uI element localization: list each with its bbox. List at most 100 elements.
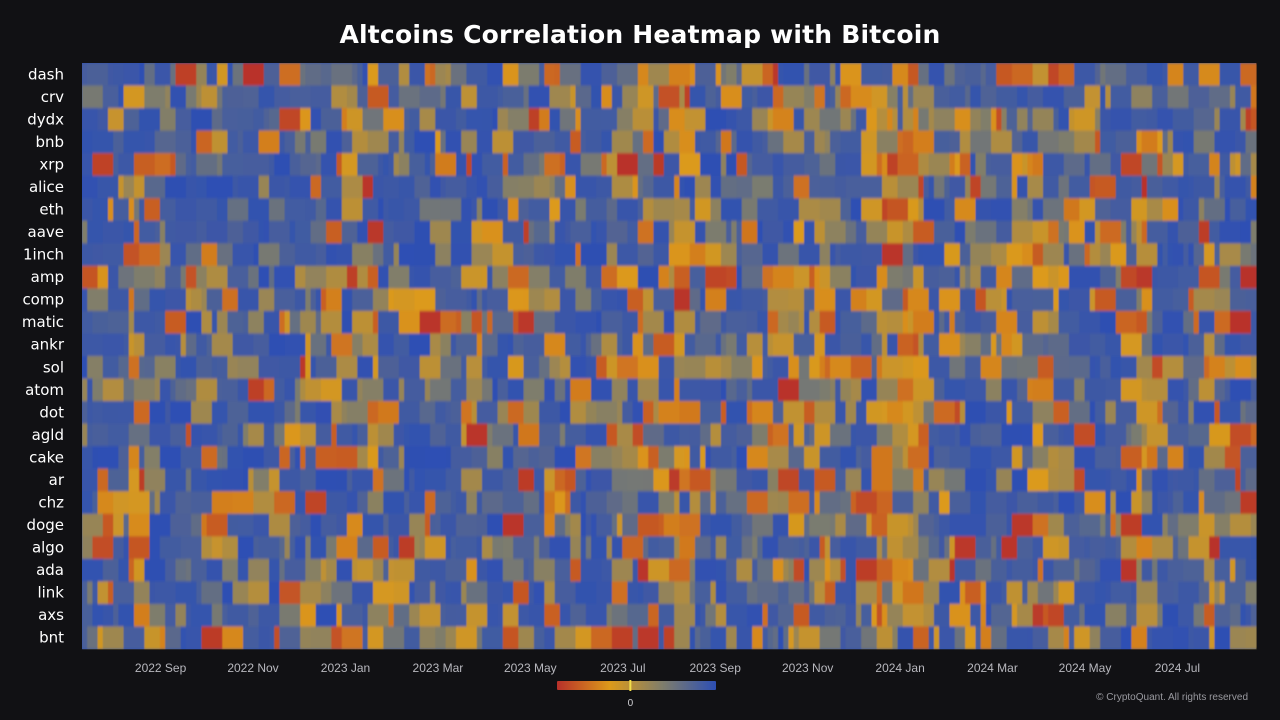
heatmap-cell <box>580 243 587 267</box>
heatmap-cell <box>461 85 478 109</box>
heatmap-cell <box>102 356 119 379</box>
heatmap-cell <box>1214 243 1221 267</box>
heatmap-cell <box>466 491 478 515</box>
heatmap-cell <box>622 401 634 425</box>
heatmap-cell <box>876 108 888 132</box>
heatmap-cell <box>466 423 488 447</box>
heatmap-cell <box>1068 288 1091 312</box>
heatmap-cell <box>767 108 774 132</box>
heatmap-cell <box>201 85 218 109</box>
heatmap-cell <box>689 85 706 109</box>
heatmap-cell <box>736 333 748 357</box>
heatmap-cell <box>533 536 540 560</box>
heatmap-cell <box>107 198 114 222</box>
heatmap-cell <box>144 626 161 650</box>
heatmap-cell <box>565 513 571 537</box>
heatmap-cell <box>269 401 275 425</box>
heatmap-cell <box>965 378 987 402</box>
heatmap-cell <box>1058 265 1070 289</box>
heatmap-cell <box>840 108 852 132</box>
heatmap-cell <box>1209 356 1226 379</box>
x-tick-label: 2022 Nov <box>227 661 278 675</box>
heatmap-cell <box>133 220 140 244</box>
heatmap-cell <box>1011 198 1029 222</box>
heatmap-cell <box>752 423 769 447</box>
heatmap-cell <box>669 265 675 289</box>
heatmap-cell <box>289 220 296 244</box>
heatmap-cell <box>326 536 338 560</box>
heatmap-cell <box>1120 265 1138 289</box>
heatmap-cell <box>991 130 1013 154</box>
heatmap-cell <box>985 603 992 627</box>
heatmap-cell <box>710 513 732 537</box>
heatmap-cell <box>481 536 493 560</box>
heatmap-cell <box>720 63 727 86</box>
heatmap-cell <box>736 626 753 650</box>
heatmap-cell <box>752 108 769 132</box>
heatmap-cell <box>1100 310 1117 334</box>
heatmap-cell <box>149 581 156 605</box>
heatmap-cell <box>767 356 774 379</box>
heatmap-cell <box>840 378 852 402</box>
heatmap-cell <box>113 130 125 154</box>
y-tick-label: aave <box>28 223 65 241</box>
heatmap-cell <box>772 513 790 537</box>
heatmap-cell <box>414 558 431 582</box>
heatmap-cell <box>294 130 306 154</box>
heatmap-cell <box>284 310 291 334</box>
heatmap-cell <box>128 310 135 334</box>
heatmap-cell <box>809 513 831 537</box>
heatmap-cell <box>533 581 545 605</box>
heatmap-cell <box>850 108 857 132</box>
heatmap-cell <box>263 220 270 244</box>
heatmap-cell <box>507 356 525 379</box>
heatmap-cell <box>575 288 592 312</box>
heatmap-cell <box>1131 423 1143 447</box>
heatmap-cell <box>959 265 966 289</box>
heatmap-cell <box>1001 581 1008 605</box>
heatmap-cell <box>320 63 332 86</box>
heatmap-cell <box>752 468 769 492</box>
heatmap-cell <box>700 513 712 537</box>
heatmap-cell <box>1198 220 1210 244</box>
heatmap-cell <box>658 378 675 402</box>
heatmap-cell <box>227 356 239 379</box>
heatmap-cell <box>497 108 509 132</box>
heatmap-cell <box>726 581 748 605</box>
heatmap-cell <box>227 85 244 109</box>
heatmap-cell <box>367 603 390 627</box>
heatmap-cell <box>788 310 800 334</box>
heatmap-cell <box>741 63 764 86</box>
heatmap-cell <box>1084 220 1096 244</box>
heatmap-cell <box>1120 153 1143 177</box>
heatmap-cell <box>881 356 904 379</box>
heatmap-cell <box>1006 108 1018 132</box>
heatmap-cell <box>507 153 525 177</box>
heatmap-cell <box>767 491 779 515</box>
heatmap-cell <box>440 310 457 334</box>
heatmap-cell <box>450 581 462 605</box>
heatmap-cell <box>87 626 99 650</box>
x-axis-labels: 2022 Sep 2022 Nov 2023 Jan 2023 Mar 2023 May… <box>135 661 1200 675</box>
heatmap-cell <box>383 513 390 537</box>
heatmap-cell <box>736 558 753 582</box>
heatmap-cell <box>1011 446 1023 470</box>
heatmap-cell <box>92 198 109 222</box>
heatmap-cell <box>1063 626 1070 650</box>
heatmap-cell <box>159 378 171 402</box>
heatmap-cell <box>492 378 499 402</box>
heatmap-cell <box>710 491 717 515</box>
heatmap-cell <box>461 265 483 289</box>
heatmap-cell <box>1141 423 1148 447</box>
heatmap-cell <box>507 288 525 312</box>
heatmap-cell <box>518 603 530 627</box>
heatmap-cell <box>274 423 286 447</box>
heatmap-cell <box>92 130 114 154</box>
heatmap-cell <box>378 423 395 447</box>
heatmap-cell <box>289 446 296 470</box>
y-tick-label: matic <box>22 313 64 331</box>
heatmap-cell <box>622 446 639 470</box>
heatmap-cell <box>1152 626 1174 650</box>
heatmap-cell <box>663 153 680 177</box>
heatmap-cell <box>352 468 374 492</box>
